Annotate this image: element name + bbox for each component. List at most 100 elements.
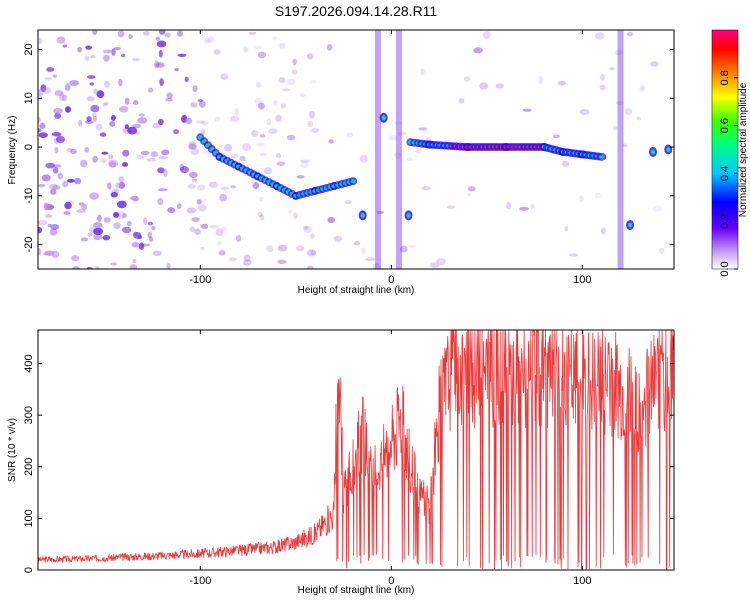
noise-blob — [192, 178, 198, 182]
snr-panel: -100 0 100 0 100 200 300 400 Height of straigh… — [7, 329, 675, 596]
noise-blob — [157, 197, 164, 206]
noise-blob — [636, 116, 642, 121]
noise-blob — [118, 176, 125, 183]
noise-blob — [118, 181, 126, 189]
noise-blob — [38, 117, 41, 123]
noise-blob — [62, 44, 68, 48]
noise-blob — [200, 121, 209, 125]
spectrogram-frame — [37, 29, 675, 270]
noise-blob — [650, 61, 659, 67]
noise-blob — [102, 49, 113, 54]
noise-blob — [207, 36, 215, 43]
noise-blob — [213, 116, 221, 123]
noise-blob — [295, 245, 305, 252]
noise-blob — [96, 90, 105, 99]
y-tick-label: -10 — [23, 188, 35, 204]
noise-blob — [38, 128, 42, 133]
noise-blob — [578, 195, 584, 203]
noise-blob — [196, 198, 202, 205]
vertical-band — [395, 30, 402, 269]
noise-blob — [327, 216, 336, 224]
noise-blob — [223, 143, 233, 152]
noise-blob — [281, 88, 291, 92]
noise-blob — [138, 242, 145, 250]
y-tick-label: -20 — [23, 237, 35, 253]
noise-blob — [399, 245, 408, 253]
noise-blob — [266, 245, 274, 253]
x-tick-label: 0 — [388, 575, 394, 587]
noise-blob — [626, 31, 634, 37]
noise-blob — [38, 183, 46, 188]
noise-blob — [92, 115, 98, 122]
noise-blob — [177, 30, 184, 37]
ridge-core — [598, 154, 604, 159]
noise-blob — [594, 192, 601, 199]
noise-blob — [122, 149, 130, 157]
noise-blob — [303, 225, 309, 230]
noise-blob — [388, 135, 398, 141]
snr-x-axis-title: Height of straight line (km) — [298, 585, 415, 596]
noise-blob — [200, 129, 206, 134]
noise-blob — [257, 211, 263, 217]
noise-blob — [140, 150, 150, 156]
noise-blob — [259, 134, 266, 138]
noise-blob — [155, 36, 160, 41]
snr-y-axis-title: SNR (10 * v/v) — [7, 418, 18, 482]
noise-blob — [243, 254, 251, 262]
noise-blob — [124, 124, 129, 130]
noise-blob — [228, 257, 237, 262]
noise-blob — [208, 181, 219, 188]
noise-blob — [158, 49, 163, 58]
noise-blob — [230, 115, 240, 122]
noise-blob — [50, 224, 60, 230]
noise-blob — [161, 149, 170, 156]
noise-blob — [56, 36, 66, 44]
noise-blob — [132, 57, 140, 62]
noise-blob — [55, 135, 66, 144]
noise-blob — [78, 119, 83, 127]
noise-blob — [429, 262, 440, 268]
noise-blob — [129, 264, 138, 269]
noise-blob — [394, 121, 402, 125]
colorbar: 0.0 0.2 0.4 0.6 0.8 Normalized spectral ampl… — [711, 29, 749, 277]
noise-blob — [132, 195, 140, 202]
noise-blob — [86, 266, 93, 269]
noise-blob — [110, 262, 117, 266]
noise-blob — [50, 188, 57, 195]
noise-blob — [38, 37, 43, 45]
noise-blob — [148, 236, 154, 242]
noise-blob — [361, 247, 366, 255]
colorbar-tick-label: 0.0 — [719, 261, 731, 276]
noise-blob — [90, 104, 100, 113]
noise-blob — [537, 76, 544, 84]
noise-blob — [109, 121, 116, 127]
noise-blob — [243, 46, 248, 53]
noise-blob — [41, 174, 51, 182]
noise-blob — [299, 93, 306, 98]
noise-blob — [621, 143, 628, 147]
noise-blob — [152, 250, 162, 257]
noise-blob — [458, 97, 465, 104]
noise-blob — [126, 221, 132, 227]
noise-blob — [306, 53, 314, 60]
noise-blob — [43, 202, 49, 211]
noise-blob — [87, 232, 93, 237]
noise-blob — [45, 162, 55, 169]
noise-blob — [80, 237, 89, 242]
noise-blob — [122, 212, 127, 219]
y-tick-label: 200 — [23, 458, 35, 476]
noise-blob — [63, 210, 71, 215]
noise-blob — [102, 103, 108, 107]
noise-blob — [174, 68, 179, 72]
noise-blob — [158, 30, 165, 34]
noise-blob — [176, 203, 182, 209]
noise-blob — [568, 253, 579, 257]
noise-blob — [86, 116, 92, 122]
noise-blob — [254, 97, 263, 105]
noise-blob — [107, 182, 112, 190]
noise-blob — [69, 148, 77, 155]
noise-blob — [217, 240, 223, 246]
noise-blob — [118, 106, 129, 113]
y-tick-label: 400 — [23, 354, 35, 372]
